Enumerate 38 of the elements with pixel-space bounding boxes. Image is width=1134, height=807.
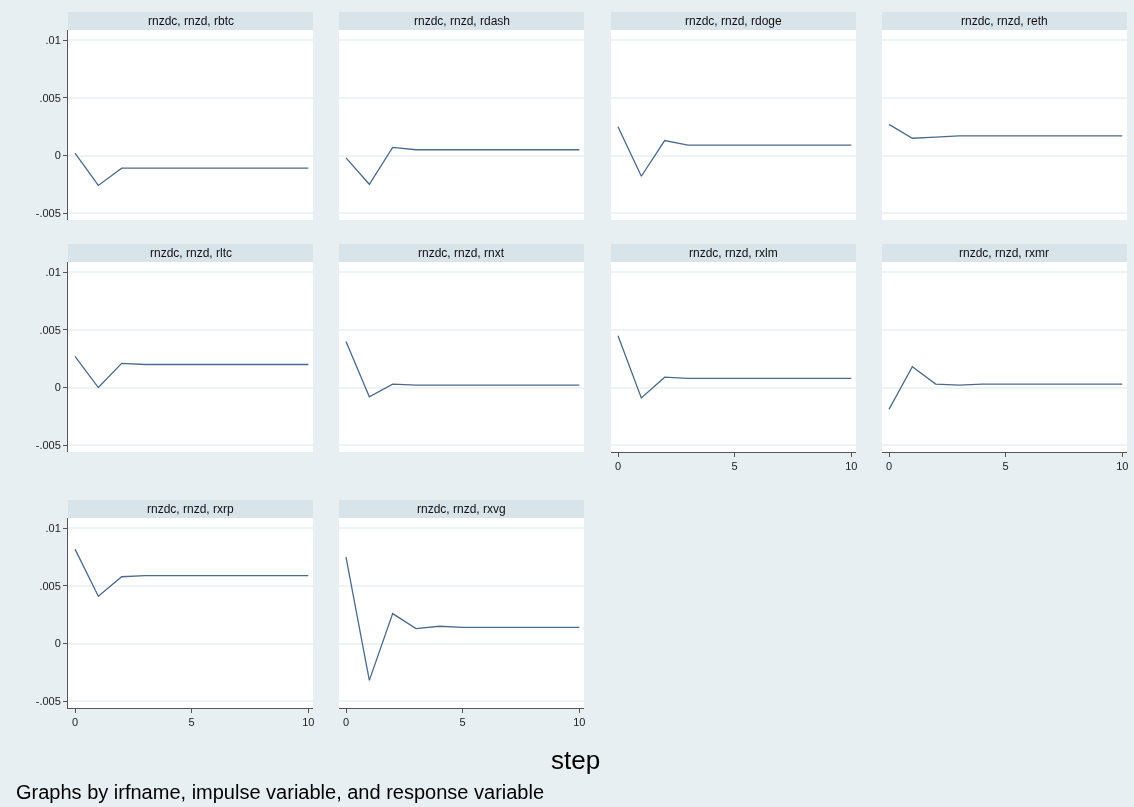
y-tick-label: -.005 [35,206,61,219]
chart-title: rnzdc, rnzd, rdoge [685,14,783,28]
y-tick-label: 0 [54,381,61,394]
y-tick-label: -.005 [35,438,61,451]
x-axis-title: step [551,745,601,775]
text: Graphs by irfname, impulse variable, and response variable [16,781,545,803]
y-tick-label: .01 [45,522,61,535]
line-series [74,548,309,597]
chart-title: rnzdc, rnzd, rxmr [959,246,1050,260]
x-tick-label: 5 [459,716,466,729]
x-tick-label: 5 [188,716,195,729]
x-tick-label: 0 [342,716,350,729]
x-tick-label: 5 [731,460,738,473]
x-tick-label: 0 [71,716,79,729]
y-tick-label: -.005 [35,694,61,707]
y-tick-label: .005 [39,579,61,592]
x-tick-label: 0 [885,460,893,473]
x-tick-label: 10 [845,460,858,473]
chart-title: rnzdc, rnzd, rxvg [417,502,506,516]
y-tick-label: .005 [39,91,61,104]
chart-title: rnzdc, rnzd, rltc [150,246,233,260]
y-tick-label: .01 [45,266,61,279]
x-tick-label: 5 [1002,460,1009,473]
x-tick-label: 10 [573,716,586,729]
chart-title: rnzdc, rnzd, reth [961,14,1048,28]
x-tick-label: 10 [302,716,315,729]
y-tick-label: 0 [54,149,61,162]
y-tick-label: .005 [39,323,61,336]
chart-title: rnzdc, rnzd, rbtc [148,14,235,28]
x-tick-label: 10 [1116,460,1129,473]
y-tick-label: 0 [54,637,61,650]
chart-title: rnzdc, rnzd, rxrp [147,502,235,516]
y-tick-label: .01 [45,34,61,47]
line-series [74,355,309,389]
chart-title: rnzdc, rnzd, rdash [414,14,511,28]
x-tick-label: 0 [614,460,622,473]
chart-title: rnzdc, rnzd, rnxt [418,246,505,260]
chart-title: rnzdc, rnzd, rxlm [689,246,778,260]
